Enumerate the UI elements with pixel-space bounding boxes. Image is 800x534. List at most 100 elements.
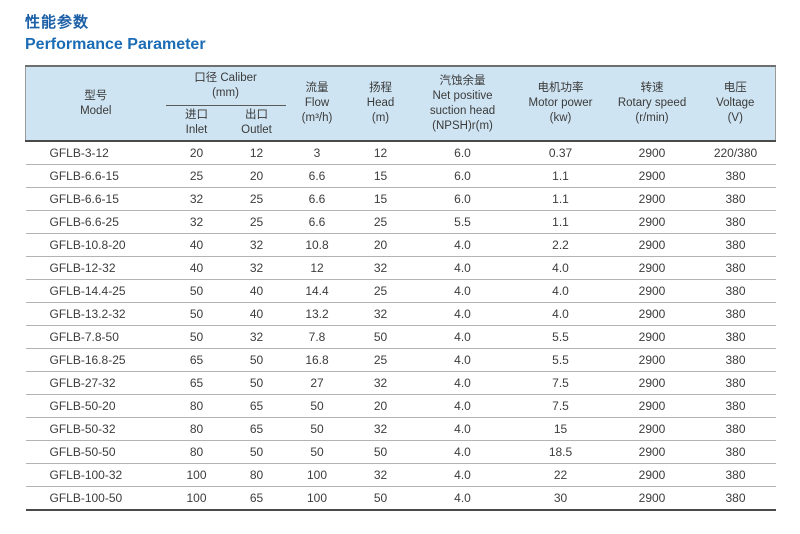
model-cell: GFLB-50-50 xyxy=(25,440,166,465)
value-cell: 40 xyxy=(227,279,286,304)
table-row: GFLB-50-20 80 65 50 20 4.0 7.5 2900 380 xyxy=(25,394,776,419)
value-cell: 4.0 xyxy=(412,279,513,304)
header-caliber-group: 口径 Caliber (mm) xyxy=(165,65,286,107)
table-row: GFLB-6.6-15 25 20 6.6 15 6.0 1.1 2900 380 xyxy=(25,164,776,189)
value-cell: 4.0 xyxy=(512,256,609,281)
table-row: GFLB-12-32 40 32 12 32 4.0 4.0 2900 380 xyxy=(25,256,776,281)
value-cell: 25 xyxy=(348,210,413,235)
table-row: GFLB-100-50 100 65 100 50 4.0 30 2900 380 xyxy=(25,486,776,512)
value-cell: 2900 xyxy=(608,486,696,512)
value-cell: 2900 xyxy=(608,302,696,327)
table-row: GFLB-13.2-32 50 40 13.2 32 4.0 4.0 2900 380 xyxy=(25,302,776,327)
model-cell: GFLB-50-32 xyxy=(25,417,166,442)
value-cell: 80 xyxy=(165,417,228,442)
value-cell: 2900 xyxy=(608,371,696,396)
value-cell: 4.0 xyxy=(412,256,513,281)
value-cell: 16.8 xyxy=(285,348,349,373)
value-cell: 32 xyxy=(348,302,413,327)
value-cell: 32 xyxy=(227,325,286,350)
value-cell: 2900 xyxy=(608,164,696,189)
value-cell: 30 xyxy=(512,486,609,512)
value-cell: 13.2 xyxy=(285,302,349,327)
model-cell: GFLB-16.8-25 xyxy=(25,348,166,373)
value-cell: 32 xyxy=(165,210,228,235)
value-cell: 50 xyxy=(285,394,349,419)
value-cell: 2900 xyxy=(608,463,696,488)
value-cell: 20 xyxy=(165,141,228,166)
value-cell: 2.2 xyxy=(512,233,609,258)
header-outlet: 出口 Outlet xyxy=(227,105,286,143)
value-cell: 20 xyxy=(348,233,413,258)
value-cell: 1.1 xyxy=(512,187,609,212)
value-cell: 80 xyxy=(227,463,286,488)
page-title-chinese: 性能参数 xyxy=(25,14,90,31)
value-cell: 6.0 xyxy=(412,164,513,189)
model-cell: GFLB-13.2-32 xyxy=(25,302,166,327)
value-cell: 100 xyxy=(165,486,228,512)
model-cell: GFLB-10.8-20 xyxy=(25,233,166,258)
value-cell: 20 xyxy=(227,164,286,189)
value-cell: 65 xyxy=(227,417,286,442)
model-cell: GFLB-27-32 xyxy=(25,371,166,396)
value-cell: 6.6 xyxy=(285,187,349,212)
value-cell: 6.0 xyxy=(412,141,513,166)
value-cell: 1.1 xyxy=(512,210,609,235)
header-row-primary: 型号 Model 口径 Caliber (mm) 流量 Flow (m³/h) … xyxy=(25,65,777,143)
header-motor-power: 电机功率 Motor power (kw) xyxy=(512,65,609,143)
model-cell: GFLB-6.6-25 xyxy=(25,210,166,235)
value-cell: 25 xyxy=(348,279,413,304)
value-cell: 380 xyxy=(695,463,776,488)
document-page: 性能参数 Performance Parameter 型号 Model 口径 C… xyxy=(25,14,777,512)
value-cell: 100 xyxy=(285,463,349,488)
value-cell: 4.0 xyxy=(412,463,513,488)
value-cell: 380 xyxy=(695,210,776,235)
value-cell: 15 xyxy=(512,417,609,442)
value-cell: 2900 xyxy=(608,348,696,373)
model-cell: GFLB-14.4-25 xyxy=(25,279,166,304)
value-cell: 32 xyxy=(348,371,413,396)
value-cell: 7.5 xyxy=(512,394,609,419)
table-row: GFLB-6.6-25 32 25 6.6 25 5.5 1.1 2900 380 xyxy=(25,210,776,235)
value-cell: 4.0 xyxy=(512,279,609,304)
header-npsh: 汽蚀余量 Net positive suction head (NPSH)r(m… xyxy=(412,65,513,143)
value-cell: 2900 xyxy=(608,417,696,442)
value-cell: 40 xyxy=(227,302,286,327)
value-cell: 2900 xyxy=(608,210,696,235)
value-cell: 4.0 xyxy=(412,486,513,512)
value-cell: 40 xyxy=(165,256,228,281)
value-cell: 4.0 xyxy=(412,440,513,465)
value-cell: 4.0 xyxy=(412,325,513,350)
value-cell: 65 xyxy=(227,394,286,419)
value-cell: 2900 xyxy=(608,141,696,166)
value-cell: 380 xyxy=(695,164,776,189)
value-cell: 4.0 xyxy=(412,371,513,396)
model-cell: GFLB-12-32 xyxy=(25,256,166,281)
table-row: GFLB-14.4-25 50 40 14.4 25 4.0 4.0 2900 380 xyxy=(25,279,776,304)
value-cell: 4.0 xyxy=(412,302,513,327)
value-cell: 65 xyxy=(227,486,286,512)
value-cell: 2900 xyxy=(608,187,696,212)
value-cell: 220/380 xyxy=(695,141,776,166)
value-cell: 2900 xyxy=(608,440,696,465)
value-cell: 380 xyxy=(695,302,776,327)
model-cell: GFLB-3-12 xyxy=(25,141,166,166)
value-cell: 7.5 xyxy=(512,371,609,396)
value-cell: 6.6 xyxy=(285,210,349,235)
header-row-secondary: 进口 Inlet 出口 Outlet xyxy=(26,105,776,143)
value-cell: 380 xyxy=(695,279,776,304)
value-cell: 5.5 xyxy=(512,325,609,350)
value-cell: 380 xyxy=(695,325,776,350)
value-cell: 50 xyxy=(285,417,349,442)
value-cell: 4.0 xyxy=(412,348,513,373)
table-row: GFLB-100-32 100 80 100 32 4.0 22 2900 380 xyxy=(25,463,776,488)
value-cell: 4.0 xyxy=(412,233,513,258)
value-cell: 2900 xyxy=(608,394,696,419)
value-cell: 32 xyxy=(348,256,413,281)
value-cell: 25 xyxy=(165,164,228,189)
model-cell: GFLB-50-20 xyxy=(25,394,166,419)
header-head: 扬程 Head (m) xyxy=(348,65,413,143)
value-cell: 4.0 xyxy=(512,302,609,327)
model-cell: GFLB-100-50 xyxy=(25,486,166,512)
value-cell: 50 xyxy=(227,371,286,396)
page-title-english: Performance Parameter xyxy=(25,36,206,53)
